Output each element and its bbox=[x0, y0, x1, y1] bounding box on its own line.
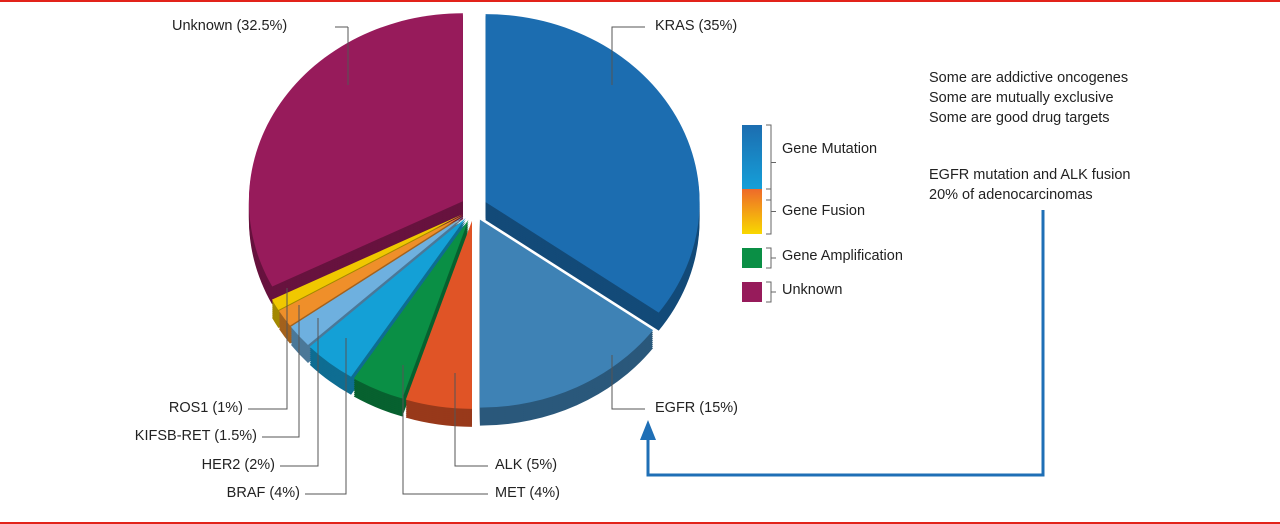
legend-bracket bbox=[766, 124, 776, 201]
label-unknown: Unknown (32.5%) bbox=[172, 18, 288, 34]
note-line: Some are good drug targets bbox=[929, 110, 1110, 126]
legend-swatch-gene-fusion bbox=[742, 189, 762, 234]
legend-bracket bbox=[766, 281, 776, 303]
pie-slice-braf bbox=[309, 218, 466, 395]
pie-slice-met bbox=[353, 219, 469, 417]
pie-slice-top bbox=[353, 219, 469, 399]
legend-bracket bbox=[766, 188, 776, 235]
note-line: Some are mutually exclusive bbox=[929, 90, 1114, 106]
note-line: Some are addictive oncogenes bbox=[929, 70, 1129, 86]
label-met: MET (4%) bbox=[495, 485, 560, 501]
leader-alk bbox=[454, 373, 488, 467]
pie-slice-top bbox=[290, 216, 464, 345]
pie-slice-top bbox=[405, 220, 472, 409]
note-2: EGFR mutation and ALK fusion 20% of aden… bbox=[929, 165, 1131, 205]
leader-kifsb-ret bbox=[262, 305, 300, 438]
top-border bbox=[0, 0, 1280, 2]
pie-slice-top bbox=[271, 214, 463, 310]
bottom-border bbox=[0, 522, 1280, 524]
legend-swatch-gene-amplification bbox=[742, 248, 762, 268]
legend-swatch-unknown bbox=[742, 282, 762, 302]
pie-slice-top bbox=[479, 219, 654, 408]
note-line: 20% of adenocarcinomas bbox=[929, 187, 1093, 203]
leader-ros1 bbox=[248, 288, 288, 410]
leader-unknown bbox=[335, 26, 349, 85]
label-her2: HER2 (2%) bbox=[201, 457, 275, 473]
note-line: EGFR mutation and ALK fusion bbox=[929, 167, 1131, 183]
pie-slice-top bbox=[485, 14, 700, 313]
label-ros1: ROS1 (1%) bbox=[168, 400, 243, 416]
label-kras: KRAS (35%) bbox=[655, 18, 738, 34]
arrowhead-icon bbox=[640, 420, 656, 440]
legend-gene-amplification: Gene Amplification bbox=[782, 248, 903, 264]
legend-swatch-gene-mutation bbox=[742, 125, 762, 200]
legend-unknown: Unknown bbox=[782, 282, 843, 298]
pie-slice-top bbox=[248, 13, 463, 287]
legend-bracket bbox=[766, 247, 776, 269]
label-kifsb-ret: KIFSB-RET (1.5%) bbox=[134, 428, 257, 444]
note-1: Some are addictive oncogenes Some are mu… bbox=[929, 68, 1128, 128]
legend-gene-mutation: Gene Mutation bbox=[782, 141, 878, 157]
leader-her2 bbox=[280, 318, 319, 467]
label-braf: BRAF (4%) bbox=[226, 485, 300, 501]
pie-slice-egfr bbox=[479, 219, 654, 426]
leader-egfr bbox=[611, 355, 645, 410]
label-alk: ALK (5%) bbox=[495, 457, 558, 473]
leader-braf bbox=[305, 338, 347, 495]
legend-gene-fusion: Gene Fusion bbox=[782, 203, 866, 219]
leader-met bbox=[402, 365, 488, 495]
label-egfr: EGFR (15%) bbox=[655, 400, 738, 416]
leader-kras bbox=[611, 26, 645, 85]
callout-arrow bbox=[646, 210, 1045, 477]
pie-slice-unknown bbox=[248, 13, 463, 305]
pie-slice-top bbox=[278, 215, 464, 326]
pie-slice-top bbox=[309, 218, 466, 377]
pie-slice-kras bbox=[485, 14, 700, 331]
